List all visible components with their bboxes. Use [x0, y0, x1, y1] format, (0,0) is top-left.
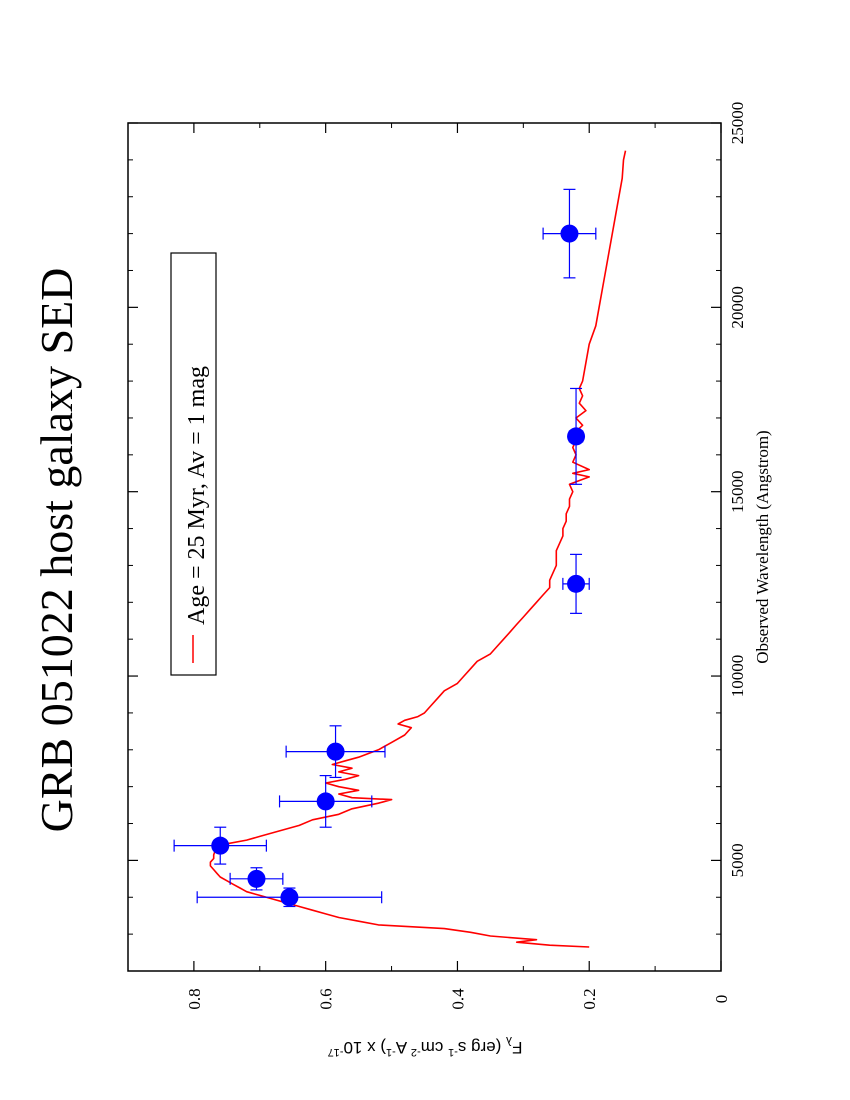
plot-frame — [127, 122, 722, 972]
data-point — [562, 553, 590, 614]
y-label-unit-2: cm — [421, 1038, 448, 1057]
y-axis: 0 0.2 0.4 0.6 0.8 — [127, 123, 731, 1010]
y-axis-label: Fλ (erg s-1 cm-2 A-1) x 10-17 — [328, 1034, 523, 1058]
data-point — [229, 867, 284, 891]
y-label-sup-4: -17 — [328, 1046, 344, 1058]
y-tick-label: 0 — [712, 995, 731, 1004]
y-label-main: F — [512, 1038, 522, 1057]
photometry-series — [173, 188, 597, 908]
x-tick-label: 10000 — [728, 655, 747, 698]
y-tick-label: 0.4 — [448, 988, 467, 1010]
data-point-marker — [247, 869, 266, 888]
data-point-marker — [316, 792, 335, 811]
data-point — [196, 887, 383, 908]
chart-title: GRB 051022 host galaxy SED — [31, 268, 82, 833]
y-label-sup-2: -2 — [411, 1046, 421, 1058]
data-point-marker — [326, 742, 345, 761]
x-tick-label: 25000 — [728, 102, 747, 145]
x-tick-label: 20000 — [728, 286, 747, 329]
x-tick-label: 15000 — [728, 470, 747, 513]
data-point-marker — [567, 427, 586, 446]
model-series — [209, 150, 627, 948]
y-label-sub: λ — [506, 1034, 512, 1048]
y-label-unit-1: (erg s — [458, 1038, 506, 1057]
model-spectrum-line — [209, 150, 627, 948]
legend-box — [170, 252, 217, 676]
y-tick-label: 0.6 — [317, 988, 336, 1009]
data-point — [285, 725, 386, 779]
y-label-unit-3: A — [395, 1038, 411, 1057]
x-tick-label: 5000 — [728, 843, 747, 877]
legend: Age = 25 Myr, Av = 1 mag — [170, 252, 217, 676]
data-point — [173, 826, 267, 865]
data-point — [278, 774, 373, 828]
data-point-marker — [560, 224, 579, 243]
x-axis: 5000 10000 15000 20000 25000 — [128, 102, 747, 935]
data-point — [567, 387, 586, 485]
data-point-marker — [211, 836, 230, 855]
legend-label: Age = 25 Myr, Av = 1 mag — [184, 366, 210, 625]
y-label-sup-1: -1 — [448, 1046, 458, 1058]
x-axis-label: Observed Wavelength (Angstrom) — [753, 430, 772, 663]
data-point-marker — [280, 888, 299, 907]
y-tick-label: 0.8 — [185, 988, 204, 1009]
y-label-unit-4: ) x 10 — [343, 1038, 386, 1057]
y-tick-label: 0.2 — [580, 988, 599, 1009]
y-label-sup-3: -1 — [386, 1046, 396, 1058]
data-point-marker — [567, 574, 586, 593]
data-point — [542, 188, 597, 279]
